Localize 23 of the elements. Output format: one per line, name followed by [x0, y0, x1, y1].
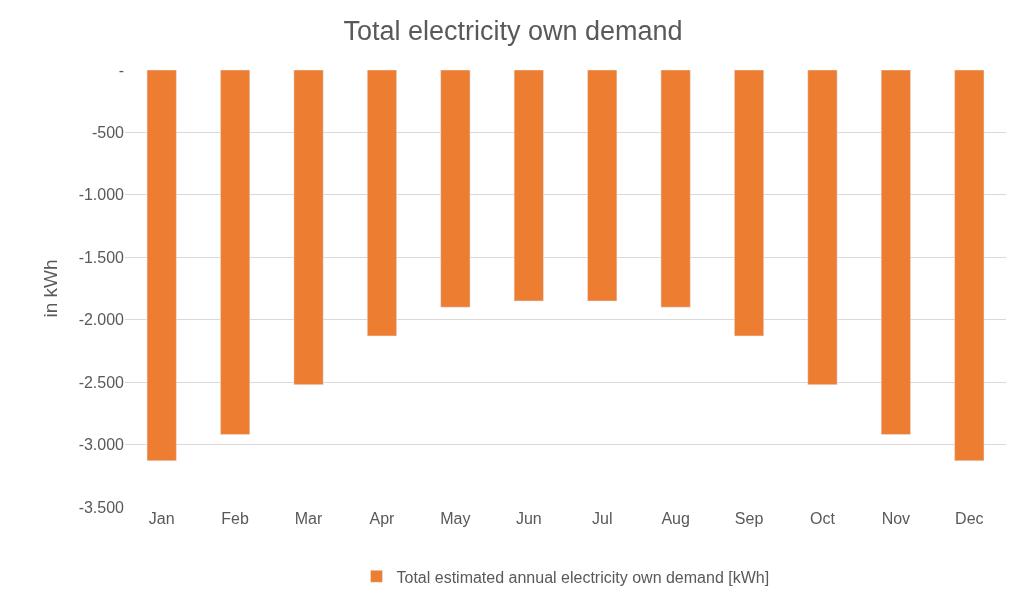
- x-tick-label: Oct: [810, 510, 836, 527]
- x-tick-label: Jul: [591, 510, 613, 527]
- x-tick-label: Jan: [148, 510, 175, 527]
- y-tick-label: -2.500: [78, 373, 125, 391]
- x-tick-label: Nov: [881, 510, 911, 527]
- legend-label: Total estimated annual electricity own demand [kWh]: [396, 568, 770, 586]
- x-tick-label: Dec: [955, 510, 984, 527]
- y-tick-label: -500: [91, 124, 125, 142]
- x-tick-label: May: [440, 510, 471, 527]
- x-tick-label: Jun: [515, 510, 542, 527]
- x-tick-label: Aug: [661, 510, 690, 527]
- x-tick-label: Mar: [294, 510, 323, 527]
- x-tick-label: Feb: [221, 510, 250, 527]
- y-tick-label: -2.000: [78, 311, 125, 329]
- x-tick-label: Sep: [734, 510, 764, 527]
- y-tick-label: -3.500: [78, 498, 125, 516]
- x-tick-label: Apr: [369, 510, 396, 527]
- chart-title: Total electricity own demand: [343, 16, 683, 47]
- y-tick-label: -1.500: [78, 248, 125, 266]
- y-axis-title: in kWh: [40, 259, 62, 318]
- y-tick-label: -3.000: [78, 436, 125, 454]
- y-tick-label: -1.000: [78, 186, 125, 204]
- y-tick-label: -: [118, 61, 124, 79]
